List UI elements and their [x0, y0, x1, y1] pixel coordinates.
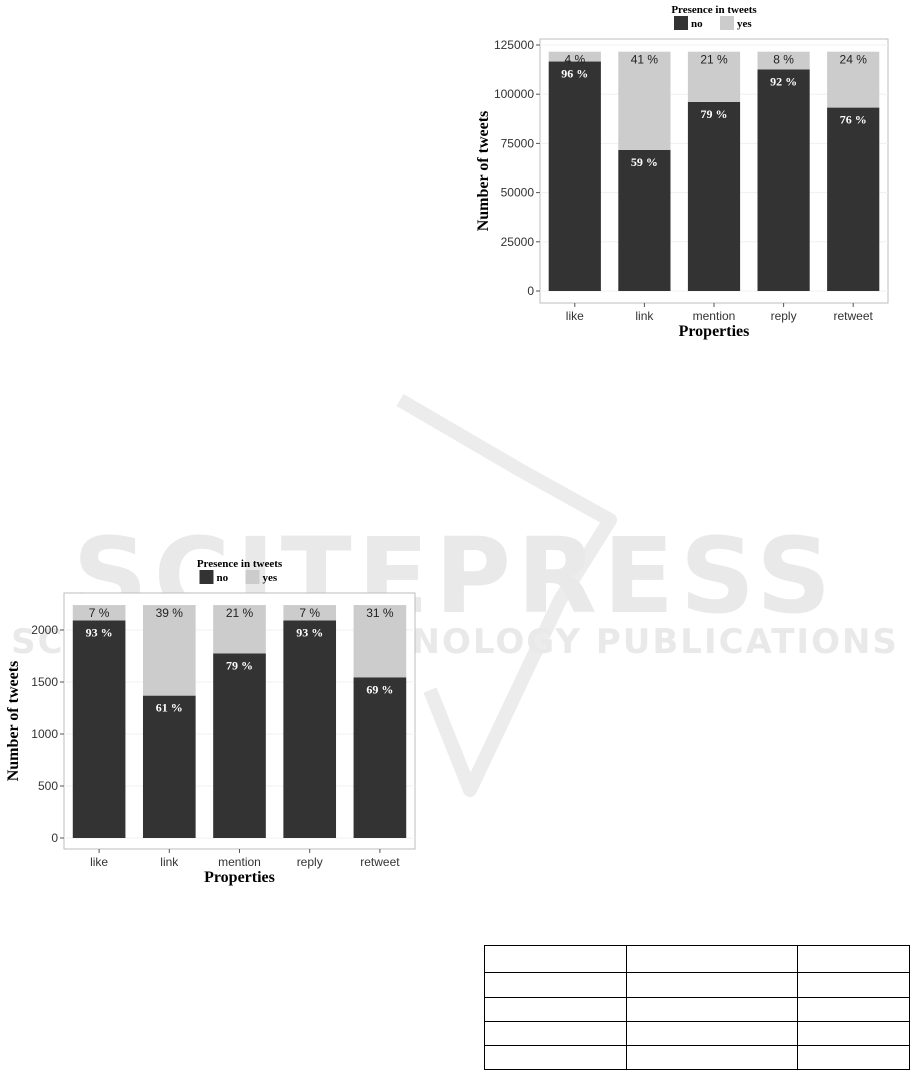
- data-label-yes-retweet: 31 %: [366, 606, 394, 620]
- data-label-yes-like: 4 %: [564, 53, 585, 67]
- y-tick-label: 75000: [501, 136, 535, 150]
- chart-top-all-tweets: Presence in tweets no yes 0 25000 50000 75000 1…: [475, 4, 889, 340]
- y-tick-label: 50000: [501, 186, 535, 200]
- data-label-no-like: 96 %: [561, 67, 588, 81]
- chart-bottom-sample-tweets: Presence in tweets no yes 0 500 1000 1500 2000 9…: [5, 558, 416, 886]
- x-tick-label: like: [90, 855, 108, 869]
- bar-yes-link: [618, 51, 671, 150]
- legend-swatch-no: [199, 570, 214, 584]
- y-tick-label: 500: [38, 779, 58, 793]
- legend-swatch-yes: [245, 570, 260, 584]
- table-cell: [625, 1045, 798, 1070]
- table-cell: [796, 1021, 910, 1046]
- x-tick-label: retweet: [360, 855, 400, 869]
- y-tick-label: 0: [51, 831, 58, 845]
- table-row: [484, 945, 910, 973]
- table-cell: [796, 997, 910, 1022]
- bar-yes-like: [72, 605, 126, 621]
- bar-no-like: [72, 620, 126, 838]
- data-label-no-link: 59 %: [631, 155, 658, 169]
- table-cell: [484, 1021, 627, 1046]
- x-tick-label: reply: [297, 855, 323, 869]
- y-axis-title: Number of tweets: [5, 661, 22, 782]
- data-label-yes-link: 39 %: [156, 606, 184, 620]
- y-tick-label: 1000: [31, 727, 58, 741]
- data-label-yes-retweet: 24 %: [840, 53, 868, 67]
- bar-no-retweet: [353, 677, 407, 838]
- data-label-no-link: 61 %: [156, 701, 183, 715]
- table-cell: [796, 972, 910, 998]
- table-row: [484, 997, 910, 1022]
- table-cell: [484, 997, 627, 1022]
- y-tick-label: 100000: [494, 87, 534, 101]
- table-cell: [625, 997, 798, 1022]
- table-row: [484, 1045, 910, 1070]
- y-tick-label: 2000: [31, 623, 58, 637]
- table-cell: [625, 1021, 798, 1046]
- bar-no-reply: [757, 69, 810, 291]
- y-axis-title: Number of tweets: [475, 111, 492, 232]
- x-tick-label: link: [160, 855, 179, 869]
- x-tick-label: mention: [693, 309, 736, 323]
- table-row: [484, 972, 910, 998]
- bar-yes-like: [548, 51, 601, 62]
- table-cell: [796, 945, 910, 973]
- x-tick-label: link: [635, 309, 654, 323]
- table-cell: [796, 1045, 910, 1070]
- bar-no-mention: [213, 653, 266, 838]
- bar-yes-retweet: [353, 605, 407, 678]
- bar-yes-reply: [283, 605, 337, 621]
- table-row: [484, 1021, 910, 1046]
- data-label-no-retweet: 69 %: [366, 682, 393, 696]
- data-label-yes-reply: 8 %: [773, 53, 794, 67]
- data-label-no-mention: 79 %: [226, 658, 253, 672]
- table-cell: [625, 972, 798, 998]
- x-tick-label: mention: [218, 855, 261, 869]
- legend-label-yes: yes: [263, 572, 278, 584]
- bar-yes-link: [142, 605, 196, 696]
- bar-no-retweet: [827, 107, 880, 291]
- bar-no-reply: [283, 620, 337, 838]
- x-axis-title: Properties: [204, 869, 275, 886]
- data-label-no-reply: 92 %: [770, 74, 797, 88]
- data-table: [484, 945, 910, 1070]
- data-label-no-like: 93 %: [86, 625, 113, 639]
- legend-swatch-no: [674, 16, 688, 30]
- bar-yes-reply: [757, 51, 810, 70]
- legend-title: Presence in tweets: [197, 558, 283, 570]
- y-tick-label: 0: [527, 284, 534, 298]
- legend-swatch-yes: [720, 16, 734, 30]
- legend-label-no: no: [691, 18, 703, 30]
- x-tick-label: reply: [771, 309, 797, 323]
- data-label-yes-reply: 7 %: [299, 606, 320, 620]
- y-tick-label: 125000: [494, 38, 534, 52]
- table-cell: [484, 1045, 627, 1070]
- bar-no-like: [548, 61, 601, 291]
- data-label-no-mention: 79 %: [701, 107, 728, 121]
- legend-label-yes: yes: [737, 18, 752, 30]
- legend-label-no: no: [217, 572, 229, 584]
- x-tick-label: like: [566, 309, 584, 323]
- table-cell: [625, 945, 798, 973]
- y-tick-label: 1500: [31, 675, 58, 689]
- bar-yes-mention: [687, 51, 741, 102]
- data-label-no-retweet: 76 %: [840, 113, 867, 127]
- bar-no-link: [618, 149, 671, 291]
- data-label-yes-mention: 21 %: [226, 606, 254, 620]
- data-label-no-reply: 93 %: [296, 625, 323, 639]
- bar-no-mention: [687, 101, 741, 291]
- table-cell: [484, 945, 627, 973]
- legend-title: Presence in tweets: [671, 4, 757, 16]
- x-tick-label: retweet: [834, 309, 874, 323]
- data-label-yes-mention: 21 %: [700, 53, 728, 67]
- y-tick-label: 25000: [501, 235, 535, 249]
- data-label-yes-like: 7 %: [89, 606, 110, 620]
- bar-yes-mention: [213, 605, 266, 654]
- data-label-yes-link: 41 %: [631, 53, 659, 67]
- table-cell: [484, 972, 627, 998]
- x-axis-title: Properties: [679, 323, 750, 340]
- bar-no-link: [142, 695, 196, 838]
- bar-yes-retweet: [827, 51, 880, 108]
